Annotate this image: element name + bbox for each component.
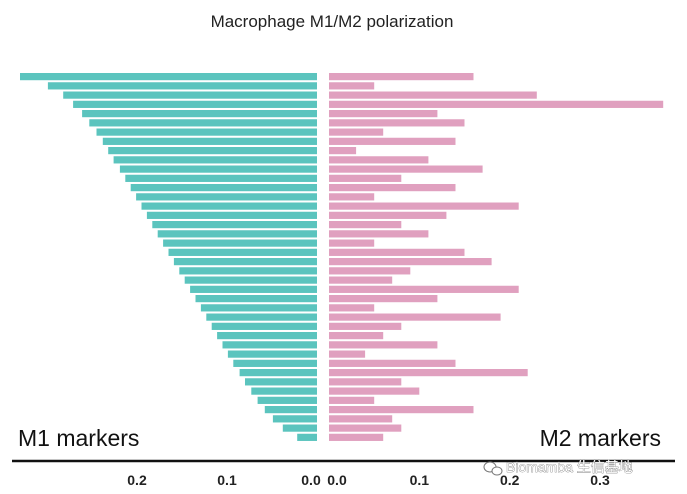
m1-bar-31 [233, 359, 317, 367]
m2-bar-3 [329, 100, 664, 108]
m1-bar-37 [272, 415, 317, 423]
m2-bar-4 [329, 110, 438, 118]
m1-bar-33 [245, 378, 317, 386]
m2-bar-27 [329, 322, 402, 330]
left-tick-label-1: 0.1 [217, 472, 237, 488]
m1-bar-2 [63, 91, 318, 99]
m1-bar-0 [20, 73, 317, 81]
m1-markers-label: M1 markers [18, 425, 139, 451]
m1-bar-19 [168, 248, 317, 256]
m2-bar-35 [329, 396, 375, 404]
m2-bar-7 [329, 137, 456, 145]
m1-bar-24 [195, 295, 317, 303]
m1-bar-1 [47, 82, 318, 90]
m1-bar-25 [200, 304, 317, 312]
m2-bar-33 [329, 378, 402, 386]
m1-bar-5 [89, 119, 317, 127]
m2-bar-28 [329, 332, 384, 340]
m1-bar-12 [130, 184, 317, 192]
wechat-icon [483, 461, 503, 476]
m2-bar-1 [329, 82, 375, 90]
m1-bar-23 [190, 285, 317, 293]
m2-bar-17 [329, 230, 429, 238]
m1-bar-20 [173, 258, 317, 266]
m1-bar-14 [141, 202, 317, 210]
m2-bar-25 [329, 304, 375, 312]
m1-bars-group [20, 73, 318, 441]
m1-bar-32 [239, 369, 317, 377]
m2-bar-19 [329, 248, 465, 256]
right-tick-label-1: 0.1 [410, 472, 430, 488]
m2-bar-8 [329, 147, 357, 155]
m2-bar-36 [329, 406, 474, 414]
m1-bar-3 [73, 100, 317, 108]
m1-bar-17 [157, 230, 317, 238]
m1-bar-35 [257, 396, 317, 404]
m1-bar-39 [297, 433, 317, 441]
m2-bar-16 [329, 221, 402, 229]
m1-bar-8 [108, 147, 317, 155]
right-tick-label-3: 0.3 [590, 472, 610, 488]
m1-bar-21 [179, 267, 317, 275]
left-axis-ticks: 0.2 0.1 0.0 [127, 472, 321, 488]
right-tick-label-0: 0.0 [327, 472, 347, 488]
m1-bar-4 [82, 110, 317, 118]
m2-bar-29 [329, 341, 438, 349]
m2-bar-18 [329, 239, 375, 247]
m2-bar-10 [329, 165, 483, 173]
m1-bar-29 [222, 341, 317, 349]
m2-bar-15 [329, 211, 447, 219]
m2-bar-32 [329, 369, 528, 377]
m2-bar-30 [329, 350, 366, 358]
m2-bar-23 [329, 285, 519, 293]
right-tick-label-2: 0.2 [500, 472, 520, 488]
m2-bar-39 [329, 433, 384, 441]
m2-bar-13 [329, 193, 375, 201]
m1-bar-27 [211, 322, 317, 330]
chart-title: Macrophage M1/M2 polarization [211, 12, 454, 31]
m1-bar-18 [163, 239, 317, 247]
m1-bar-16 [152, 221, 317, 229]
m2-bar-9 [329, 156, 429, 164]
m2-bar-14 [329, 202, 519, 210]
m2-bar-31 [329, 359, 456, 367]
left-tick-label-0: 0.2 [127, 472, 147, 488]
m2-bar-11 [329, 174, 402, 182]
m1-bar-38 [282, 424, 317, 432]
m1-bar-15 [146, 211, 317, 219]
m1-bar-13 [136, 193, 317, 201]
m2-markers-label: M2 markers [540, 425, 661, 451]
m1-bar-28 [217, 332, 317, 340]
m1-bar-36 [264, 406, 317, 414]
m2-bars-group [329, 73, 664, 441]
m1-bar-30 [227, 350, 317, 358]
m2-bar-0 [329, 73, 474, 81]
m1-bar-26 [206, 313, 317, 321]
m2-bar-22 [329, 276, 393, 284]
m2-bar-6 [329, 128, 384, 136]
m1-bar-10 [119, 165, 318, 173]
m2-bar-5 [329, 119, 465, 127]
watermark: Biomamba 生信基地 [483, 459, 633, 476]
m1-bar-34 [251, 387, 317, 395]
m1-bar-7 [102, 137, 317, 145]
m2-bar-12 [329, 184, 456, 192]
m2-bar-26 [329, 313, 501, 321]
m1-bar-22 [184, 276, 317, 284]
m2-bar-20 [329, 258, 492, 266]
left-tick-label-2: 0.0 [301, 472, 321, 488]
m1-bar-11 [125, 174, 317, 182]
m2-bar-21 [329, 267, 411, 275]
m2-bar-37 [329, 415, 393, 423]
m1-bar-6 [96, 128, 317, 136]
right-axis-ticks: 0.0 0.1 0.2 0.3 [327, 472, 610, 488]
m2-bar-34 [329, 387, 420, 395]
m1-bar-9 [113, 156, 317, 164]
watermark-text: Biomamba 生信基地 [506, 459, 633, 475]
m2-bar-2 [329, 91, 537, 99]
m2-bar-38 [329, 424, 402, 432]
m2-bar-24 [329, 295, 438, 303]
